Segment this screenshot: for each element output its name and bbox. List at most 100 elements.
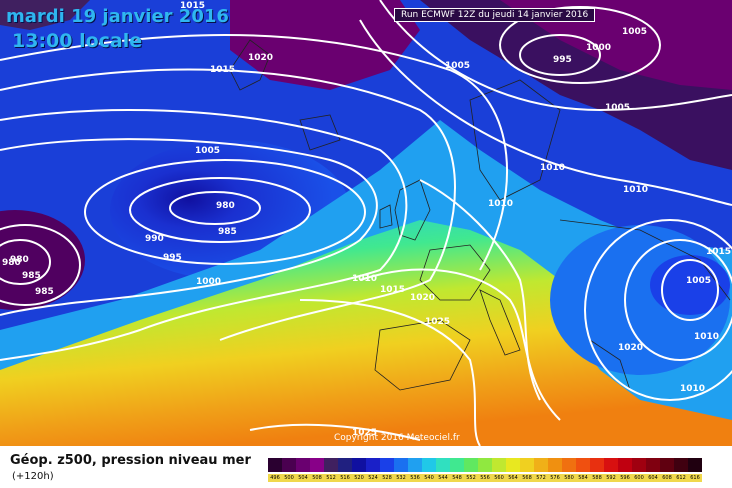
pressure-label: 1010 (623, 185, 648, 195)
pressure-label: 1005 (622, 27, 647, 37)
pressure-label: 1000 (586, 43, 611, 53)
color-scale-cell (268, 458, 282, 472)
color-scale-cell (464, 458, 478, 472)
color-scale-label: 588 (590, 474, 604, 482)
color-scale (268, 458, 702, 472)
color-scale-cell (282, 458, 296, 472)
color-scale-label: 496 (268, 474, 282, 482)
pressure-label: 980 (216, 201, 235, 211)
pressure-label: 1025 (425, 317, 450, 327)
pressure-label: 1005 (686, 276, 711, 286)
pressure-label: 1020 (248, 53, 273, 63)
pressure-label: 1020 (618, 343, 643, 353)
isobars (0, 0, 732, 446)
color-scale-label: 500 (282, 474, 296, 482)
pressure-label: 1010 (680, 384, 705, 394)
local-time: 13:00 locale (12, 30, 143, 52)
color-scale-label: 544 (436, 474, 450, 482)
color-scale-label: 584 (576, 474, 590, 482)
pressure-label: 1015 (706, 247, 731, 257)
north-low-field (230, 0, 420, 90)
geopotential-map: 1015 1020 1015 1005 1005 995 1000 1005 1… (0, 0, 732, 446)
pressure-label: 1025 (352, 428, 377, 438)
valid-date: mardi 19 janvier 2016 (6, 6, 229, 27)
color-scale-cell (646, 458, 660, 472)
pressure-label: 1010 (694, 332, 719, 342)
color-scale-label: 568 (520, 474, 534, 482)
pressure-label: 1015 (380, 285, 405, 295)
pressure-label: 1015 (180, 1, 205, 11)
pressure-label: 1015 (210, 65, 235, 75)
pressure-label: 1020 (410, 293, 435, 303)
color-scale-cell (450, 458, 464, 472)
pressure-label: 1005 (195, 146, 220, 156)
color-scale-cell (660, 458, 674, 472)
pressure-label: 995 (163, 253, 182, 263)
color-scale-label: 556 (478, 474, 492, 482)
color-scale-cell (324, 458, 338, 472)
west-low-field (0, 210, 85, 310)
color-scale-label: 612 (674, 474, 688, 482)
color-scale-cell (506, 458, 520, 472)
pressure-labels: 1015 1020 1015 1005 1005 995 1000 1005 1… (2, 1, 731, 438)
color-scale-label: 528 (380, 474, 394, 482)
color-scale-cell (520, 458, 534, 472)
color-scale-cell (548, 458, 562, 472)
color-scale-label: 532 (394, 474, 408, 482)
pressure-label: 1010 (540, 163, 565, 173)
pressure-label: 985 (218, 227, 237, 237)
color-scale-label: 604 (646, 474, 660, 482)
pressure-label: 1010 (488, 199, 513, 209)
color-scale-label: 512 (324, 474, 338, 482)
forecast-hour: (+120h) (12, 471, 54, 482)
color-scale-label: 616 (688, 474, 702, 482)
field-title: Géop. z500, pression niveau mer (10, 453, 251, 468)
color-scale-cell (534, 458, 548, 472)
color-scale-cell (590, 458, 604, 472)
color-scale-labels: 496 500 504 508 512 516 520 524 528 532 536 540 544 5… (268, 474, 702, 482)
color-scale-label: 608 (660, 474, 674, 482)
run-info: Run ECMWF 12Z du jeudi 14 janvier 2016 (394, 8, 596, 22)
color-scale-cell (604, 458, 618, 472)
color-scale-label: 520 (352, 474, 366, 482)
color-scale-cell (296, 458, 310, 472)
color-scale-label: 524 (366, 474, 380, 482)
color-scale-label: 540 (422, 474, 436, 482)
color-scale-cell (618, 458, 632, 472)
pressure-label: 980 (2, 258, 21, 268)
color-scale-label: 576 (548, 474, 562, 482)
color-scale-cell (478, 458, 492, 472)
color-scale-cell (394, 458, 408, 472)
color-scale-label: 536 (408, 474, 422, 482)
color-scale-cell (408, 458, 422, 472)
color-scale-cell (674, 458, 688, 472)
northeast-core-field (500, 0, 732, 90)
pressure-label: 995 (553, 55, 572, 65)
color-scale-label: 596 (618, 474, 632, 482)
pressure-label: 980 (10, 255, 29, 265)
pressure-label: 990 (145, 234, 164, 244)
copyright: Copyright 2016 Meteociel.fr (334, 433, 460, 443)
color-scale-cell (380, 458, 394, 472)
weather-map: 1015 1020 1015 1005 1005 995 1000 1005 1… (0, 0, 732, 446)
color-scale-label: 552 (464, 474, 478, 482)
color-scale-cell (632, 458, 646, 472)
color-scale-cell (492, 458, 506, 472)
pressure-label: 985 (35, 287, 54, 297)
color-scale-cell (352, 458, 366, 472)
color-scale-cell (576, 458, 590, 472)
color-scale-cell (366, 458, 380, 472)
color-scale-cell (436, 458, 450, 472)
color-scale-label: 572 (534, 474, 548, 482)
color-scale-cell (688, 458, 702, 472)
color-scale-cell (422, 458, 436, 472)
color-scale-label: 516 (338, 474, 352, 482)
northwest-field (0, 0, 90, 30)
color-scale-label: 504 (296, 474, 310, 482)
color-scale-label: 580 (562, 474, 576, 482)
color-scale-label: 564 (506, 474, 520, 482)
pressure-label: 1000 (196, 277, 221, 287)
color-scale-label: 548 (450, 474, 464, 482)
pressure-label: 1005 (605, 103, 630, 113)
color-scale-label: 592 (604, 474, 618, 482)
